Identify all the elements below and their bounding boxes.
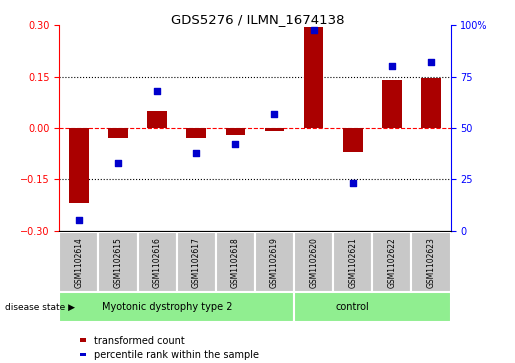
Bar [411, 232, 451, 292]
Text: GSM1102615: GSM1102615 [113, 237, 123, 288]
Point [270, 111, 279, 117]
Bar [265, 128, 284, 131]
Text: GSM1102620: GSM1102620 [309, 237, 318, 288]
Bar [255, 232, 294, 292]
Bar [304, 27, 323, 128]
Bar [147, 111, 167, 128]
Text: GSM1102614: GSM1102614 [74, 237, 83, 288]
Bar [59, 232, 98, 292]
Text: GSM1102621: GSM1102621 [348, 237, 357, 287]
Text: control: control [336, 302, 370, 312]
Text: GSM1102617: GSM1102617 [192, 237, 201, 288]
Text: GDS5276 / ILMN_1674138: GDS5276 / ILMN_1674138 [171, 13, 344, 26]
Text: GSM1102616: GSM1102616 [152, 237, 162, 288]
Point [114, 160, 122, 166]
Text: GSM1102619: GSM1102619 [270, 237, 279, 288]
Bar [343, 128, 363, 152]
Text: transformed count: transformed count [94, 336, 184, 346]
Text: GSM1102618: GSM1102618 [231, 237, 240, 287]
Bar [372, 232, 411, 292]
Bar [69, 128, 89, 203]
Point [388, 64, 396, 69]
Point [310, 26, 318, 32]
Bar [294, 232, 333, 292]
Text: disease state ▶: disease state ▶ [5, 303, 75, 312]
Bar [59, 292, 294, 322]
Point [153, 88, 161, 94]
Bar [333, 232, 372, 292]
Bar [294, 292, 451, 322]
Text: GSM1102622: GSM1102622 [387, 237, 397, 287]
Bar [382, 80, 402, 128]
Text: percentile rank within the sample: percentile rank within the sample [94, 350, 259, 360]
Bar [226, 128, 245, 135]
Text: Myotonic dystrophy type 2: Myotonic dystrophy type 2 [101, 302, 232, 312]
Point [192, 150, 200, 155]
Point [427, 60, 435, 65]
Point [349, 180, 357, 186]
Bar [186, 128, 206, 138]
Bar [98, 232, 138, 292]
Bar [177, 232, 216, 292]
Bar [421, 78, 441, 128]
Bar [108, 128, 128, 138]
Bar [138, 232, 177, 292]
Point [231, 142, 239, 147]
Point [75, 217, 83, 223]
Text: GSM1102623: GSM1102623 [426, 237, 436, 288]
Bar [216, 232, 255, 292]
